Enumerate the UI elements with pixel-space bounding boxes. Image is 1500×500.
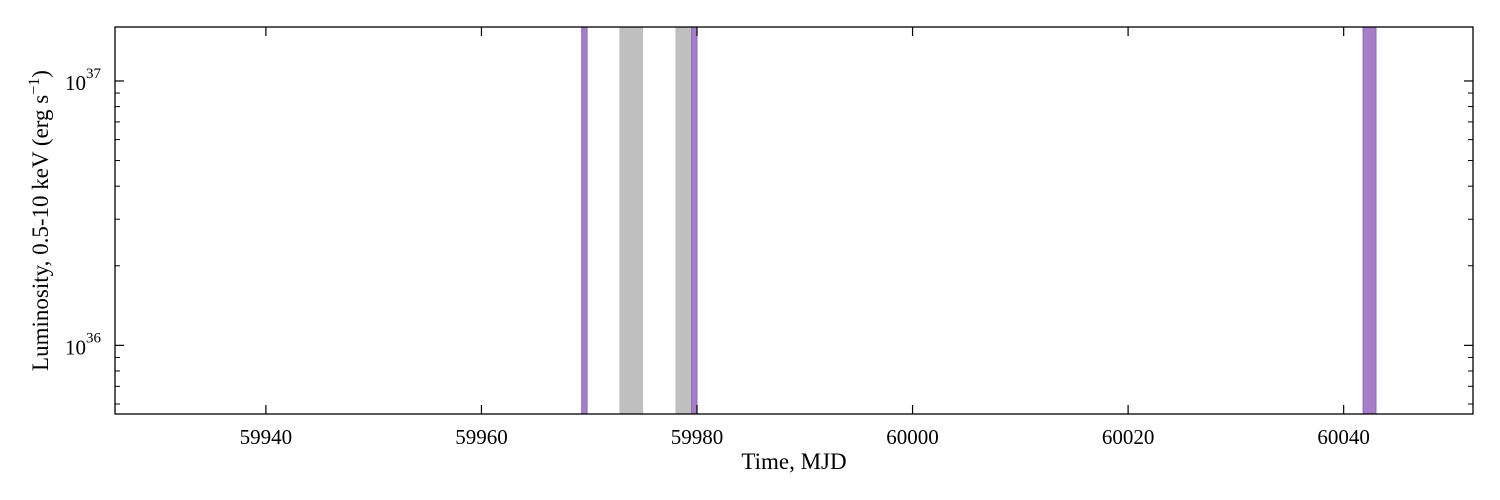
y-tick-label: 1036 <box>65 330 102 359</box>
shaded-bands <box>581 26 1377 415</box>
y-tick-labels: 1036 1037 <box>65 66 102 359</box>
x-tick-label: 60020 <box>1102 425 1155 449</box>
y-axis-label: Luminosity, 0.5-10 keV (erg s−1) <box>26 70 53 371</box>
x-tick-label: 60000 <box>886 425 939 449</box>
x-tick-labels: 59940 59960 59980 60000 60020 60040 <box>240 425 1370 449</box>
y-axis-label-main: Luminosity, 0.5-10 keV (erg s <box>28 95 53 371</box>
x-axis-label: Time, MJD <box>741 449 846 474</box>
y-axis-label-exponent: −1 <box>26 78 43 95</box>
shaded-band-purple-4 <box>691 26 698 415</box>
x-tick-label: 60040 <box>1317 425 1370 449</box>
axis-ticks <box>115 27 1473 414</box>
y-axis-label-close: ) <box>28 70 53 78</box>
x-tick-label: 59980 <box>671 425 724 449</box>
plot-frame <box>114 26 1474 415</box>
shaded-band-gray-2 <box>619 27 644 414</box>
y-tick-label: 1037 <box>65 66 102 95</box>
shaded-band-gray-3 <box>675 27 692 414</box>
x-tick-label: 59940 <box>240 425 293 449</box>
shaded-band-purple-5 <box>1362 26 1377 415</box>
shaded-band-purple-1 <box>581 26 588 415</box>
x-tick-label: 59960 <box>455 425 508 449</box>
